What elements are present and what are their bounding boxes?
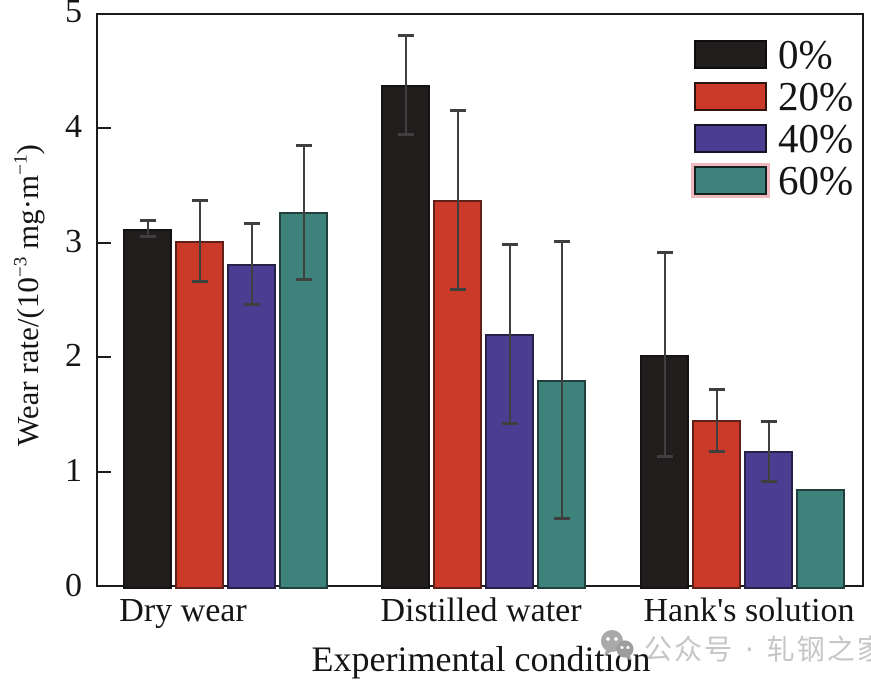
y-axis-title: Wear rate/(10−3 mg·m−1) <box>10 115 50 475</box>
y-axis-tick-label: 5 <box>65 0 82 30</box>
error-bar-cap <box>656 455 673 459</box>
error-bar <box>198 200 201 282</box>
x-axis-tick-label: Hank's solution <box>643 592 855 629</box>
y-axis-tick <box>98 126 111 129</box>
bar-40%-hank-s-solution <box>744 451 793 589</box>
legend-swatch-0% <box>694 40 767 69</box>
bar-60%-hank-s-solution <box>796 489 845 589</box>
bar-20%-dry-wear <box>175 241 224 589</box>
watermark-text: 公众号 · 轧钢之家 <box>644 633 871 666</box>
y-axis-tick-label: 2 <box>65 337 82 375</box>
error-bar-cap <box>191 279 208 283</box>
error-bar-cap <box>501 243 518 247</box>
bar-0%-distilled-water <box>381 85 430 589</box>
error-bar <box>663 252 666 457</box>
error-bar-cap <box>139 235 156 239</box>
y-axis-title-superscript: −3 <box>10 256 32 278</box>
error-bar-cap <box>553 239 570 243</box>
error-bar-cap <box>295 277 312 281</box>
error-bar-cap <box>397 34 414 38</box>
y-axis-tick-label: 3 <box>65 222 82 260</box>
error-bar-cap <box>397 132 414 136</box>
y-axis-title-close: ) <box>10 144 45 155</box>
error-bar <box>302 145 305 280</box>
y-axis-tick-label: 1 <box>65 452 82 490</box>
error-bar-cap <box>139 218 156 222</box>
legend-label-20%: 20% <box>778 73 854 119</box>
error-bar <box>508 244 511 424</box>
legend-swatch-60% <box>694 166 767 195</box>
y-axis-tick-label: 0 <box>65 567 82 604</box>
error-bar-cap <box>656 251 673 255</box>
error-bar-cap <box>243 222 260 226</box>
y-axis-title-superscript-2: −1 <box>10 154 32 175</box>
error-bar-cap <box>449 108 466 112</box>
bar-0%-dry-wear <box>123 228 172 589</box>
error-bar-cap <box>708 449 725 453</box>
x-axis-tick-label: Distilled water <box>380 592 582 629</box>
error-bar-cap <box>243 302 260 306</box>
error-bar-cap <box>295 144 312 148</box>
y-axis-tick <box>98 356 111 359</box>
error-bar <box>456 110 459 290</box>
error-bar <box>146 220 149 237</box>
watermark: 公众号 · 轧钢之家 <box>598 628 871 668</box>
legend-label-0%: 0% <box>778 31 833 77</box>
bar-40%-dry-wear <box>227 264 276 589</box>
y-axis-tick <box>98 471 111 474</box>
error-bar-cap <box>191 199 208 203</box>
error-bar-cap <box>708 387 725 391</box>
legend-swatch-20% <box>694 82 767 111</box>
error-bar <box>250 223 253 305</box>
error-bar <box>404 35 407 135</box>
y-axis-tick <box>98 241 111 244</box>
error-bar <box>767 421 770 482</box>
wechat-icon <box>598 628 638 668</box>
error-bar-cap <box>501 422 518 426</box>
x-axis-tick-label: Dry wear <box>119 592 247 629</box>
x-axis-title: Experimental condition <box>311 639 651 679</box>
legend-swatch-40% <box>694 124 767 153</box>
error-bar-cap <box>760 479 777 483</box>
error-bar <box>560 241 563 519</box>
legend-label-40%: 40% <box>778 115 854 161</box>
legend-label-60%: 60% <box>778 157 854 203</box>
y-axis-tick-label: 4 <box>65 107 82 145</box>
plot-area: 0% 20% 40% 60% <box>96 13 864 589</box>
bar-40%-distilled-water <box>485 334 534 589</box>
error-bar-cap <box>553 517 570 521</box>
error-bar-cap <box>449 287 466 291</box>
error-bar-cap <box>760 419 777 423</box>
error-bar <box>715 389 718 452</box>
